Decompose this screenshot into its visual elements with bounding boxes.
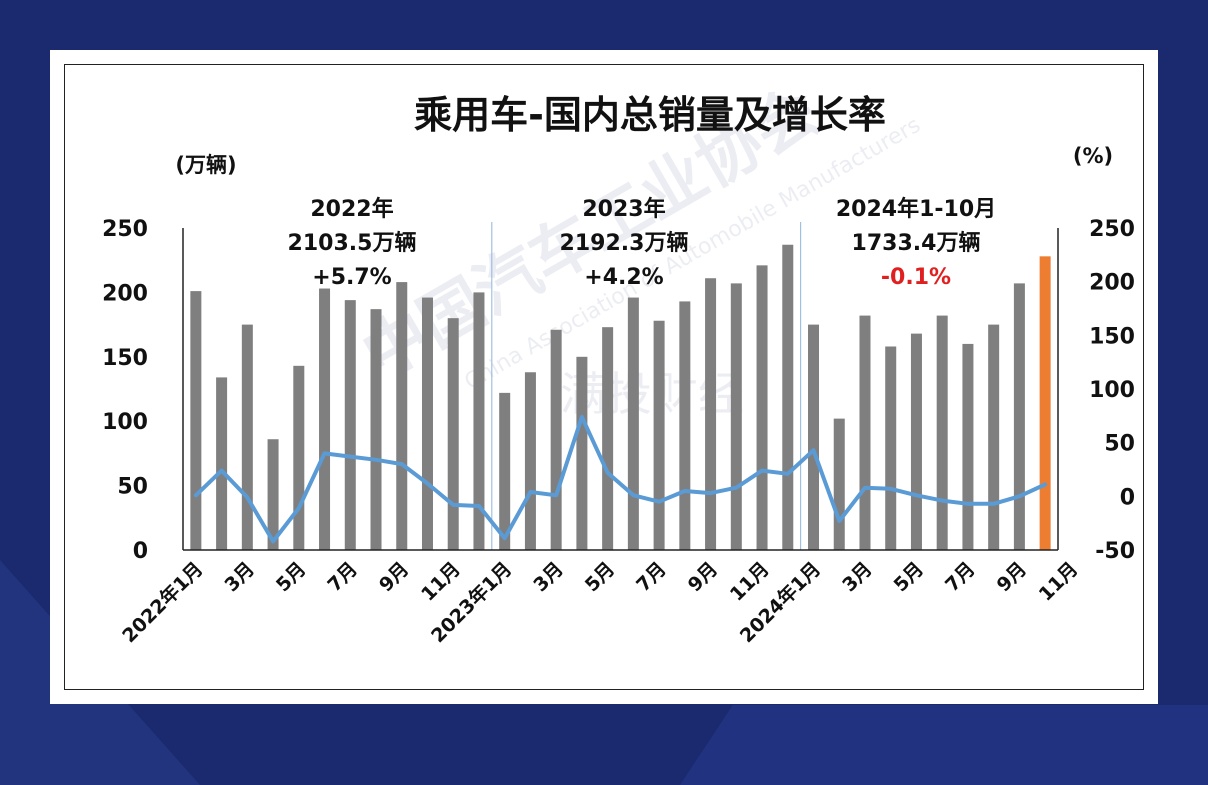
y-right-tick-label: 150: [1089, 324, 1135, 349]
x-tick-label: 11月: [417, 558, 465, 606]
bar: [988, 324, 1000, 550]
bar: [190, 291, 202, 550]
bar: [499, 392, 511, 550]
bar: [216, 377, 228, 550]
y-left-tick-label: 250: [102, 217, 148, 242]
bar: [962, 343, 974, 550]
background-shape-right: [680, 705, 1208, 785]
chart-title: 乘用车-国内总销量及增长率: [414, 93, 886, 137]
y-axis-right-ticks: 250 200 150 100 50 0 -50: [1089, 217, 1135, 564]
bar: [679, 301, 691, 550]
bar: [370, 309, 382, 550]
bar: [576, 356, 588, 550]
year-separators: [491, 222, 802, 550]
y-right-tick-label: 200: [1089, 271, 1135, 296]
axes: [182, 228, 1059, 551]
bar: [267, 439, 279, 550]
x-tick-label: 5月: [272, 558, 310, 596]
x-tick-label: 3月: [221, 558, 259, 596]
bar: [319, 288, 331, 550]
annotation-line: 1733.4万辆: [852, 230, 981, 256]
annotation-line: +4.2%: [584, 265, 663, 290]
annotation-line: +5.7%: [312, 265, 391, 290]
y-axis-left-ticks: 250 200 150 100 50 0: [102, 217, 148, 564]
x-tick-label: 7月: [323, 558, 361, 596]
x-tick-label: 7月: [632, 558, 670, 596]
y-right-tick-label: 0: [1120, 485, 1135, 510]
y-left-tick-label: 0: [133, 539, 148, 564]
y-left-tick-label: 100: [102, 410, 148, 435]
bar: [627, 297, 639, 550]
bar: [885, 346, 897, 550]
y-right-tick-label: 100: [1089, 378, 1135, 403]
x-tick-label: 5月: [890, 558, 928, 596]
x-tick-label: 3月: [529, 558, 567, 596]
annotation-line: 2023年: [582, 196, 665, 222]
y-right-tick-label: 250: [1089, 217, 1135, 242]
bar: [421, 297, 433, 550]
y-left-tick-label: 200: [102, 281, 148, 306]
x-tick-label: 9月: [375, 558, 413, 596]
bar: [756, 265, 768, 550]
x-tick-label: 3月: [838, 558, 876, 596]
x-tick-label: 2022年1月: [118, 557, 208, 647]
y-left-tick-label: 50: [117, 475, 148, 500]
annotation-line: 2192.3万辆: [560, 230, 689, 256]
bar: [833, 418, 845, 550]
annotation-line: 2024年1-10月: [836, 196, 996, 222]
bar: [344, 300, 356, 550]
y-axis-left-unit: (万辆): [175, 153, 236, 177]
x-tick-label: 11月: [726, 558, 774, 606]
bar: [550, 329, 562, 550]
annotation-line: 2103.5万辆: [288, 230, 417, 256]
y-left-tick-label: 150: [102, 346, 148, 371]
bar: [808, 324, 820, 550]
bar: [473, 292, 485, 550]
x-tick-label: 5月: [581, 558, 619, 596]
bar: [293, 365, 305, 550]
x-tick-label: 9月: [684, 558, 722, 596]
bar: [653, 320, 665, 550]
x-tick-label: 9月: [993, 558, 1031, 596]
bar: [602, 327, 614, 550]
growth-rate-line: [193, 414, 1048, 544]
bar-highlight: [1039, 256, 1051, 550]
y-axis-right-unit: (%): [1073, 144, 1113, 168]
annotation-line: 2022年: [310, 196, 393, 222]
bar: [859, 315, 871, 550]
bar: [782, 244, 794, 550]
y-right-tick-label: 50: [1104, 432, 1135, 457]
bar: [241, 324, 253, 550]
annotation-line: -0.1%: [881, 265, 951, 290]
bar: [910, 333, 922, 550]
bar: [1013, 283, 1025, 550]
x-tick-label: 11月: [1035, 558, 1083, 606]
watermark-brand: 满投财经: [560, 367, 744, 421]
bar-series: [190, 244, 1051, 550]
bar: [524, 372, 536, 550]
annotations: 2022年 2103.5万辆 +5.7% 2023年 2192.3万辆 +4.2% 2024…: [288, 196, 997, 290]
y-right-tick-label: -50: [1095, 539, 1135, 564]
chart-frame: [64, 64, 1144, 690]
bar: [730, 283, 742, 550]
bar: [447, 318, 459, 550]
bar: [936, 315, 948, 550]
bar: [705, 278, 717, 550]
x-tick-label: 7月: [941, 558, 979, 596]
line-series: [193, 414, 1048, 544]
bar: [396, 282, 408, 550]
